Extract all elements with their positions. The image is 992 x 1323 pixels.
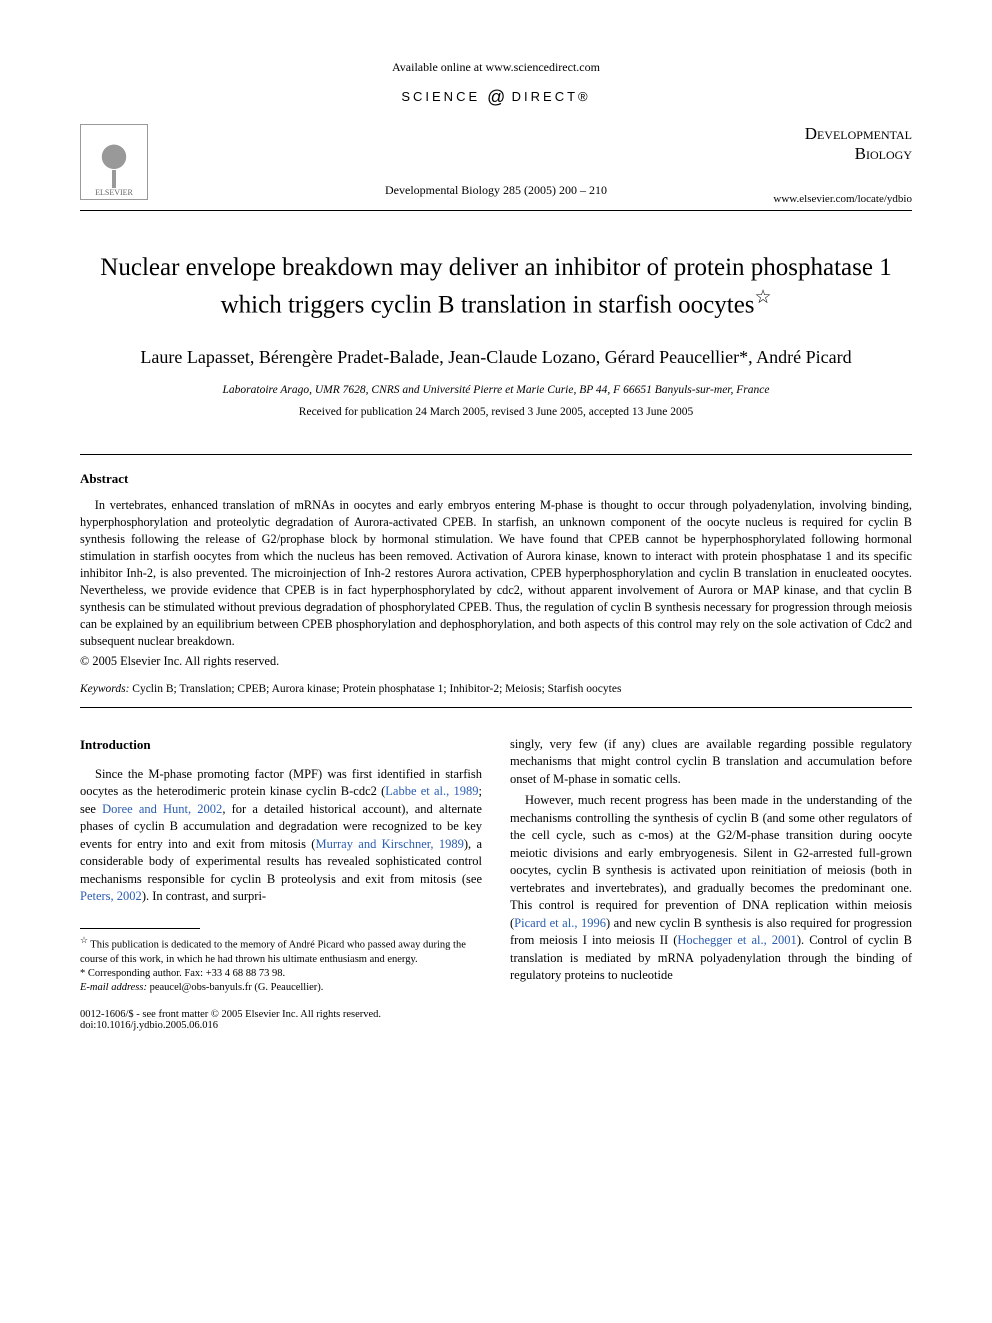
affiliation: Laboratoire Arago, UMR 7628, CNRS and Un…: [80, 384, 912, 396]
email-label: E-mail address:: [80, 982, 147, 993]
available-online: Available online at www.sciencedirect.co…: [80, 60, 912, 75]
text-run: However, much recent progress has been m…: [510, 793, 912, 930]
footnote-email: E-mail address: peaucel@obs-banyuls.fr (…: [80, 981, 482, 995]
footnote-corresponding: * Corresponding author. Fax: +33 4 68 88…: [80, 967, 482, 981]
citation-ref: Hochegger et al., 2001: [677, 933, 796, 947]
title-text: Nuclear envelope breakdown may deliver a…: [100, 254, 891, 318]
footnote-rule: [80, 928, 200, 929]
abstract-bottom-divider: [80, 707, 912, 708]
footer-front-matter: 0012-1606/$ - see front matter © 2005 El…: [80, 1009, 912, 1020]
abstract-heading: Abstract: [80, 471, 912, 487]
journal-line2: Biology: [855, 144, 912, 163]
title-note-marker: ☆: [755, 287, 772, 308]
text-run: ). In contrast, and surpri-: [142, 889, 266, 903]
dedication-marker: ☆: [80, 935, 88, 945]
keywords: Keywords: Cyclin B; Translation; CPEB; A…: [80, 683, 912, 695]
header-divider: [80, 210, 912, 211]
citation-ref: Doree and Hunt, 2002: [102, 802, 222, 816]
authors: Laure Lapasset, Bérengère Pradet-Balade,…: [80, 344, 912, 370]
abstract-copyright: © 2005 Elsevier Inc. All rights reserved…: [80, 654, 912, 669]
sd-left: SCIENCE: [401, 89, 480, 104]
elsevier-tree-icon: [94, 140, 134, 188]
journal-line1: Developmental: [805, 124, 912, 143]
journal-url: www.elsevier.com/locate/ydbio: [773, 193, 912, 205]
abstract-body: In vertebrates, enhanced translation of …: [80, 497, 912, 650]
introduction-heading: Introduction: [80, 736, 482, 754]
sd-right: DIRECT®: [512, 89, 591, 104]
journal-block: Developmental Biology www.elsevier.com/l…: [773, 124, 912, 205]
intro-para-1: Since the M-phase promoting factor (MPF)…: [80, 766, 482, 906]
intro-para-2: However, much recent progress has been m…: [510, 792, 912, 985]
dedication-text: This publication is dedicated to the mem…: [80, 939, 466, 964]
keywords-list: Cyclin B; Translation; CPEB; Aurora kina…: [132, 683, 621, 695]
footnote-dedication: ☆ This publication is dedicated to the m…: [80, 935, 482, 967]
sciencedirect-logo: SCIENCE @ DIRECT®: [80, 87, 912, 108]
citation-ref: Peters, 2002: [80, 889, 142, 903]
elsevier-text: ELSEVIER: [95, 188, 133, 197]
abstract-top-divider: [80, 454, 912, 455]
elsevier-logo: ELSEVIER: [80, 124, 148, 200]
footer-doi: doi:10.1016/j.ydbio.2005.06.016: [80, 1020, 912, 1031]
column-left: Introduction Since the M-phase promoting…: [80, 736, 482, 995]
article-dates: Received for publication 24 March 2005, …: [80, 406, 912, 418]
intro-para-1-cont: singly, very few (if any) clues are avai…: [510, 736, 912, 789]
journal-name: Developmental Biology: [773, 124, 912, 163]
citation-ref: Murray and Kirschner, 1989: [315, 837, 463, 851]
keywords-label: Keywords:: [80, 683, 129, 695]
citation-ref: Labbe et al., 1989: [385, 784, 478, 798]
article-title: Nuclear envelope breakdown may deliver a…: [100, 251, 892, 322]
email-value: peaucel@obs-banyuls.fr (G. Peaucellier).: [147, 982, 323, 993]
citation-ref: Picard et al., 1996: [514, 916, 606, 930]
column-right: singly, very few (if any) clues are avai…: [510, 736, 912, 995]
sd-at: @: [487, 87, 505, 107]
body-columns: Introduction Since the M-phase promoting…: [80, 736, 912, 995]
